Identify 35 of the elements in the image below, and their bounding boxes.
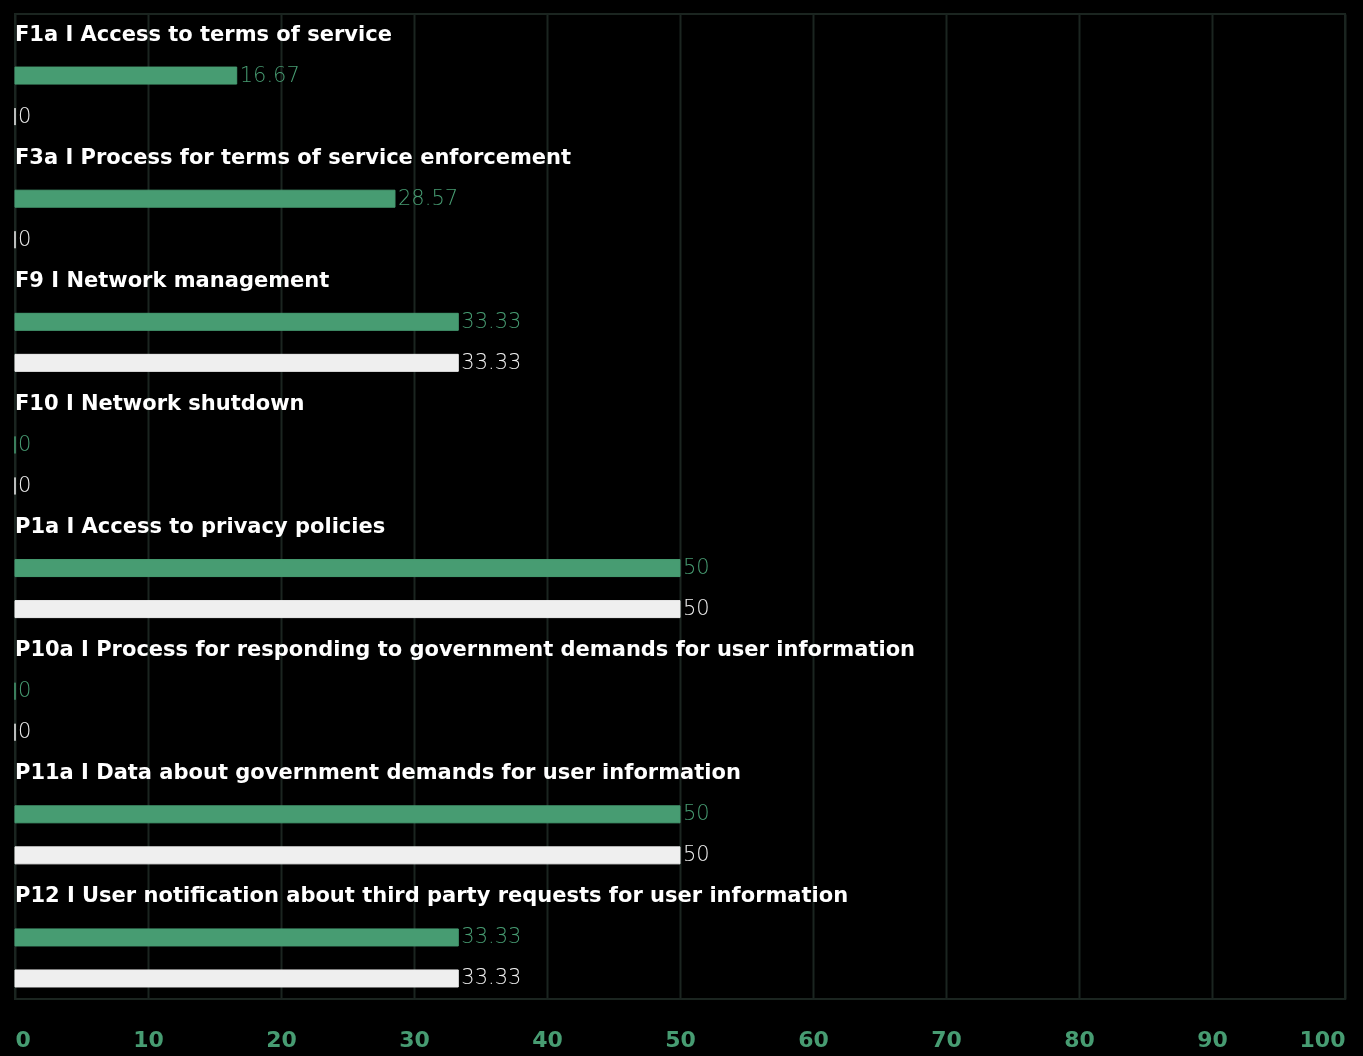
data-label: 50 [683, 801, 710, 826]
data-label: 50 [683, 596, 710, 621]
data-label: 33.33 [461, 924, 522, 949]
data-label: 0 [18, 472, 32, 497]
y-tick-label: F9 I Network management [15, 267, 330, 292]
data-label: 0 [18, 719, 32, 744]
y-tick-label: P11a I Data about government demands for user information [15, 760, 741, 785]
x-tick-label: 90 [1197, 1026, 1228, 1052]
x-tick-label: 70 [931, 1026, 962, 1052]
y-tick-label: F1a I Access to terms of service [15, 21, 392, 46]
data-label: 0 [18, 226, 32, 251]
y-tick-label: F10 I Network shutdown [15, 390, 305, 415]
data-label: 0 [18, 678, 32, 703]
data-label: 33.33 [461, 308, 522, 333]
y-tick-label: P12 I User notification about third party requests for user information [15, 883, 849, 908]
y-tick-label: F3a I Process for terms of service enforcement [15, 144, 572, 169]
x-tick-label: 40 [532, 1026, 563, 1052]
data-label: 0 [18, 431, 32, 456]
x-tick-label: 10 [133, 1026, 164, 1052]
y-tick-label: P1a I Access to privacy policies [15, 514, 386, 539]
data-label: 0 [18, 103, 32, 128]
x-tick-label: 0 [15, 1026, 31, 1052]
x-tick-label: 60 [798, 1026, 829, 1052]
data-label: 28.57 [397, 185, 459, 210]
data-label: 16.67 [239, 62, 300, 87]
data-label: 50 [683, 555, 710, 580]
x-tick-label: 100 [1299, 1026, 1346, 1052]
x-tick-label: 80 [1064, 1026, 1095, 1052]
data-label: 50 [683, 842, 710, 867]
x-tick-label: 20 [266, 1026, 297, 1052]
x-tick-label: 30 [399, 1026, 430, 1052]
y-tick-label: P10a I Process for responding to government demands for user information [15, 637, 916, 662]
data-label: 33.33 [461, 965, 522, 990]
x-tick-label: 50 [665, 1026, 696, 1052]
data-label: 33.33 [461, 349, 522, 374]
